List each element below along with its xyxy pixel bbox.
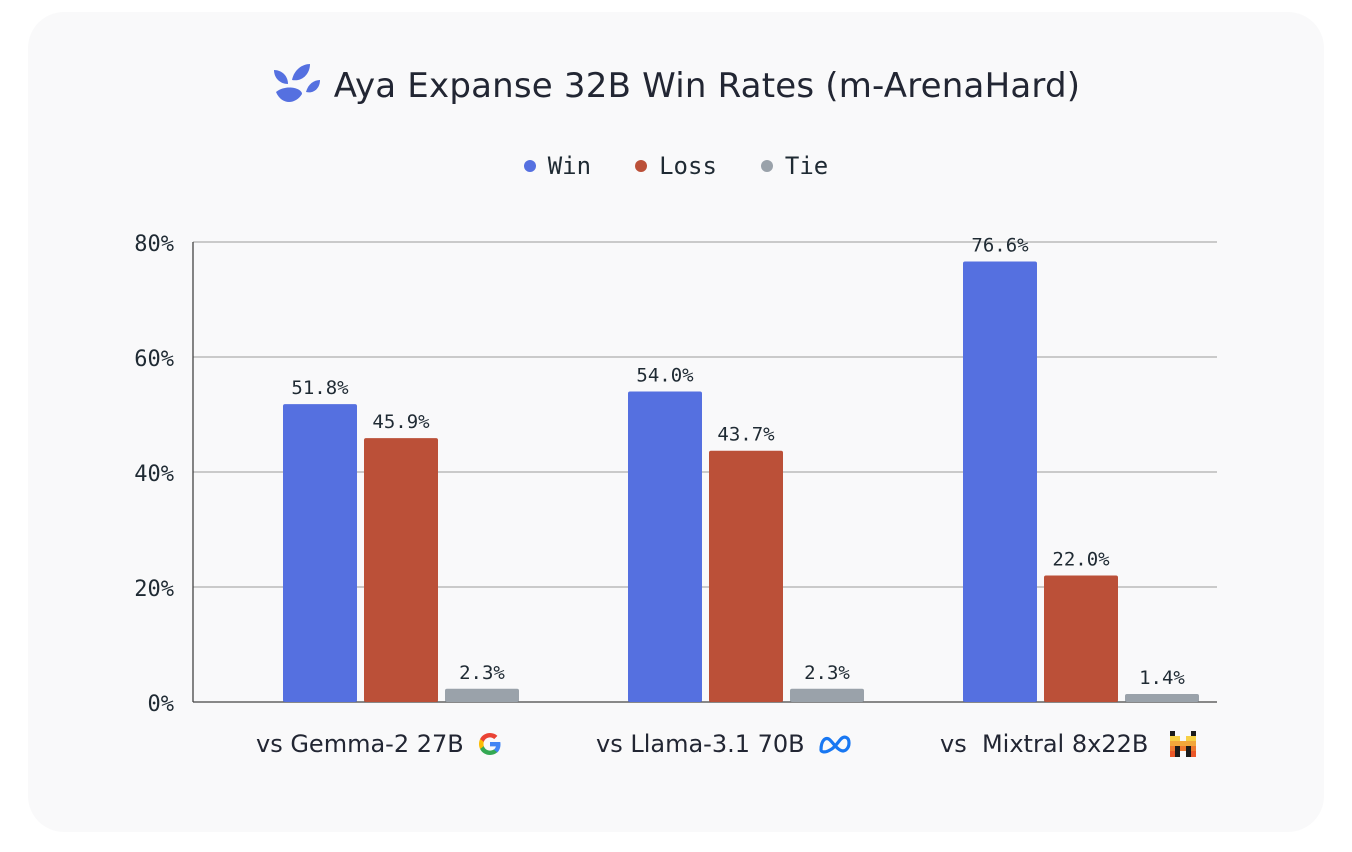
meta-icon [817,732,853,756]
data-label: 43.7% [717,424,775,446]
data-label: 76.6% [971,235,1029,257]
bar-tie [1125,693,1199,702]
y-tick-label: 80% [134,232,174,257]
bar-loss [709,450,783,702]
bar-win [628,391,702,702]
google-icon [476,730,504,758]
legend-label-tie: Tie [784,152,829,180]
y-tick-label: 40% [134,462,174,487]
category-text-mixtral: vs Mixtral 8x22B [940,730,1149,758]
data-label: 54.0% [636,365,694,387]
legend-item-win: Win [523,152,592,180]
category-label-mixtral: vs Mixtral 8x22B [940,730,1197,758]
data-label: 45.9% [372,411,430,433]
y-tick-label: 0% [148,692,175,717]
y-tick-label: 60% [134,347,174,372]
data-label: 51.8% [291,377,349,399]
legend-swatch-win [523,160,536,172]
legend-swatch-loss [635,160,648,172]
chart-legend: Win Loss Tie [0,152,1352,180]
data-label: 2.3% [459,662,505,684]
legend-label-win: Win [547,152,592,180]
bar-win [963,261,1037,702]
chart-header: Aya Expanse 32B Win Rates (m-ArenaHard) [0,62,1352,110]
chart-title: Aya Expanse 32B Win Rates (m-ArenaHard) [333,66,1081,106]
category-text-llama: vs Llama-3.1 70B [596,730,805,758]
legend-swatch-tie [760,160,773,172]
data-label: 2.3% [804,662,850,684]
bar-loss [364,438,438,702]
legend-item-tie: Tie [760,152,829,180]
category-text-gemma: vs Gemma-2 27B [256,730,464,758]
aya-leaf-icon [272,62,322,110]
data-label: 22.0% [1052,549,1110,571]
bar-tie [790,688,864,702]
y-tick-label: 20% [134,577,174,602]
data-label: 1.4% [1139,667,1185,689]
bar-win [283,404,357,702]
legend-item-loss: Loss [635,152,717,180]
bar-tie [445,688,519,702]
bar-loss [1044,575,1118,702]
mistral-icon [1170,731,1197,757]
category-label-gemma: vs Gemma-2 27B [256,730,504,758]
category-label-llama: vs Llama-3.1 70B [596,730,853,758]
legend-label-loss: Loss [659,152,717,180]
